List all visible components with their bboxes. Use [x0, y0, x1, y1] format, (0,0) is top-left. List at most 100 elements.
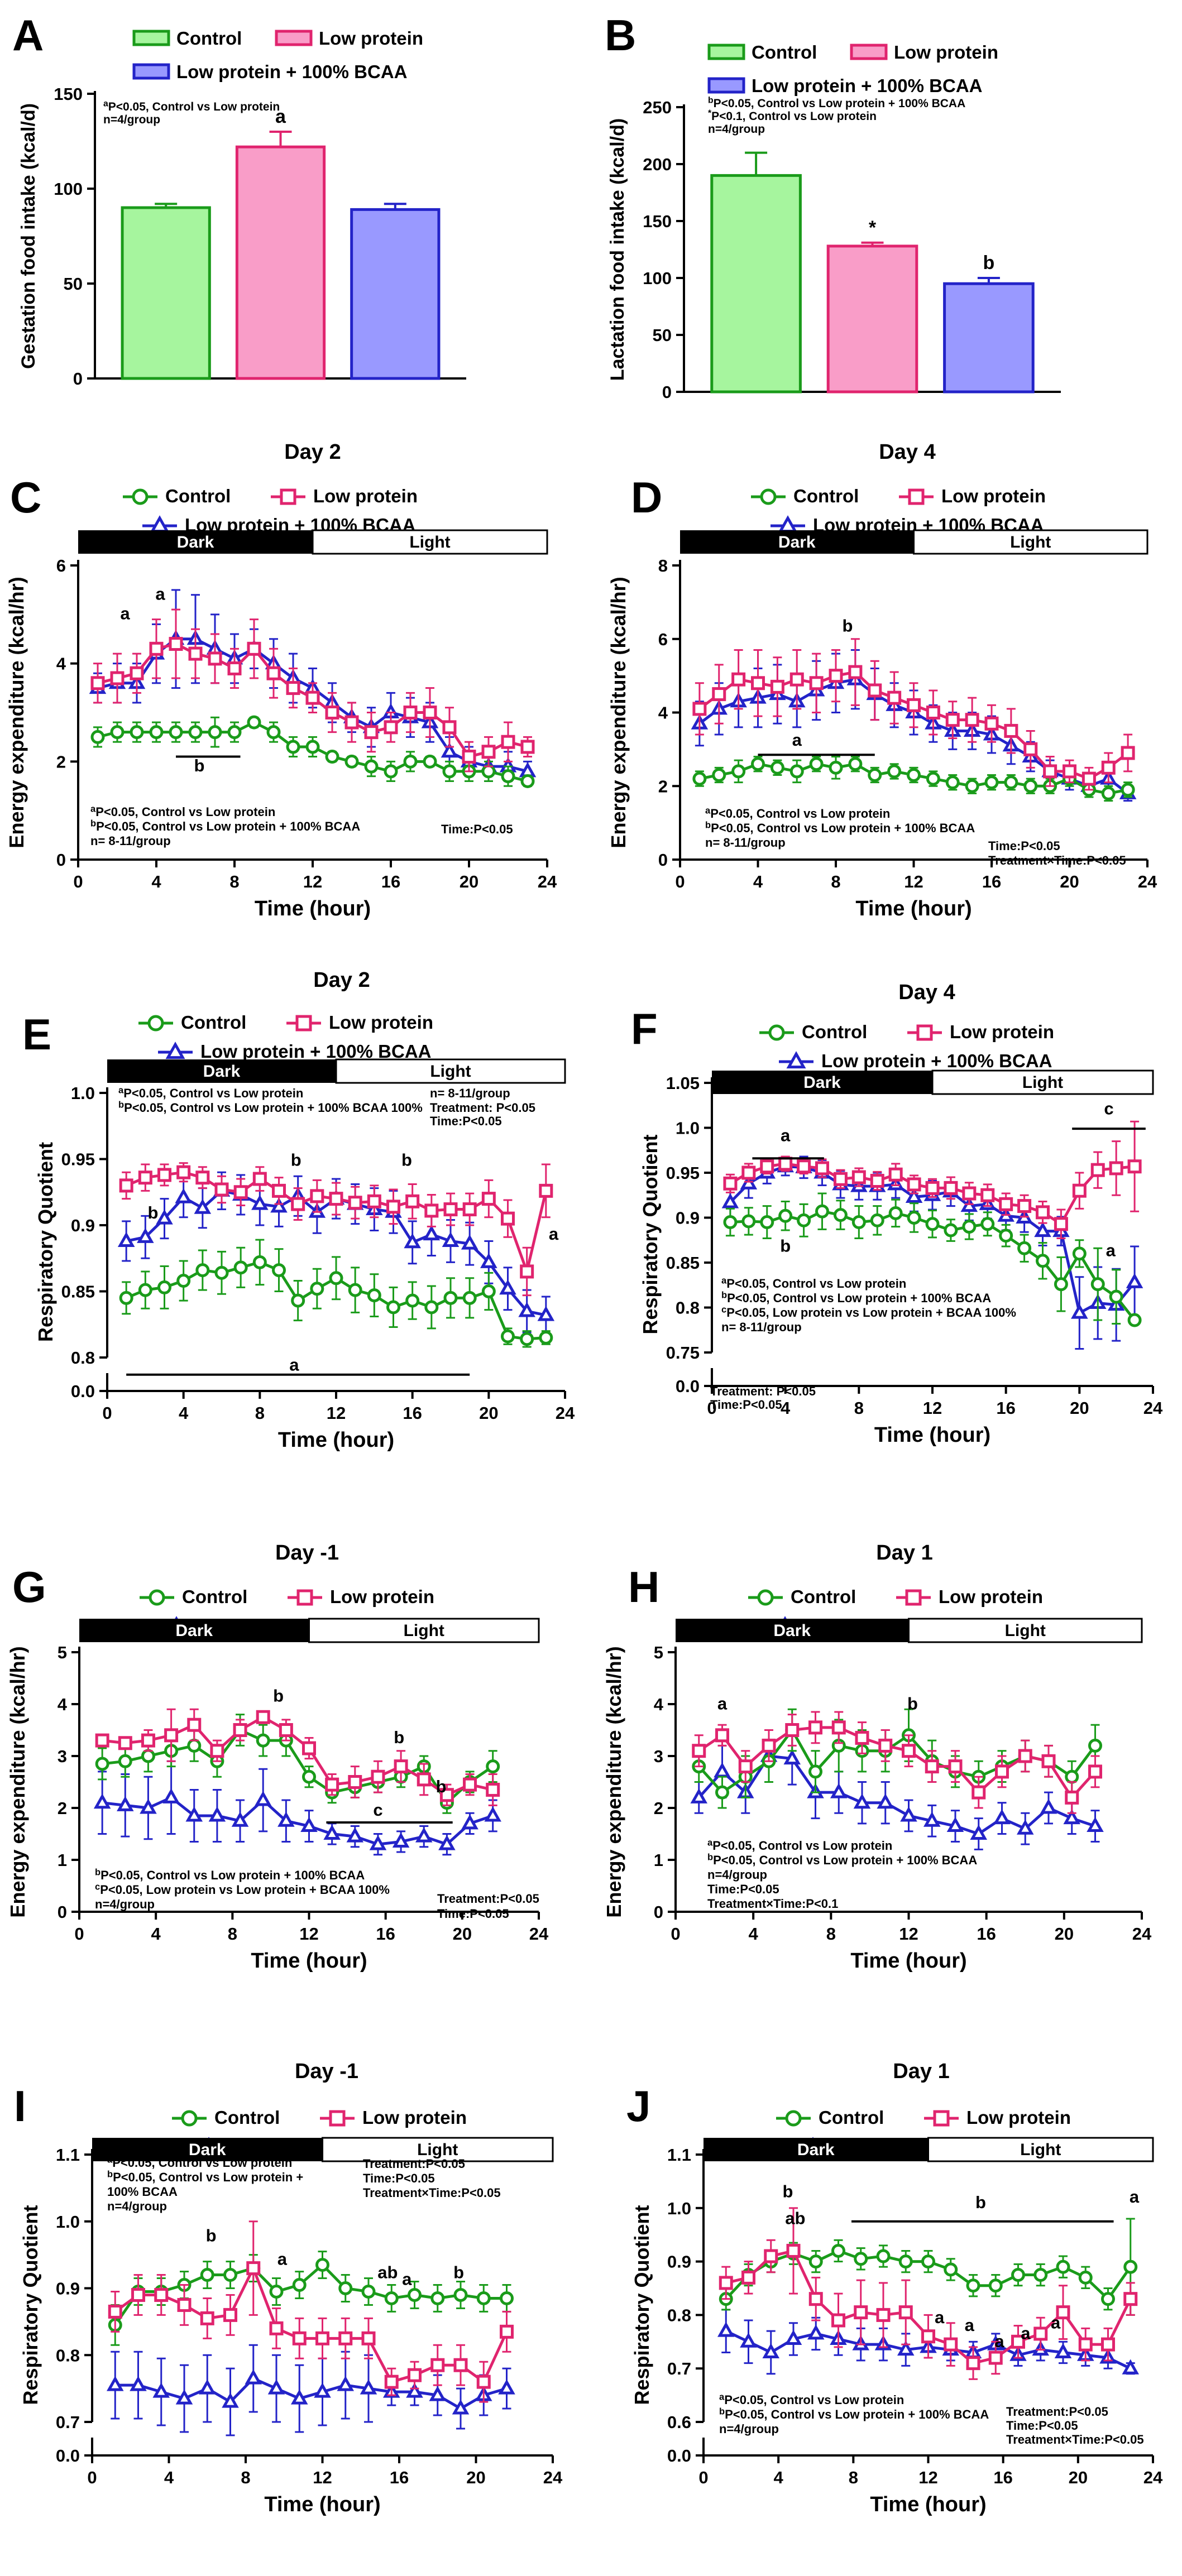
note-text: bP<0.05, Control vs Low protein + 100% B… — [95, 1867, 365, 1882]
note-superscript: a — [707, 1838, 713, 1848]
data-point-control — [907, 767, 921, 782]
data-point-bcaa — [853, 1793, 871, 1809]
significance-mark: b — [394, 1728, 404, 1747]
data-point-control — [141, 1749, 155, 1763]
x-tick-label: 4 — [753, 872, 763, 891]
data-point-control — [712, 767, 726, 782]
data-point-low_protein — [1043, 764, 1057, 779]
data-point-low_protein — [210, 1744, 224, 1758]
data-point-low_protein — [1081, 771, 1096, 786]
series-low_protein — [692, 1711, 1102, 1814]
note-body: n=4/group — [95, 1897, 155, 1911]
note-superscript: a — [705, 805, 711, 816]
note-text: Time:P<0.05 — [707, 1882, 779, 1896]
y-tick-label: 4 — [654, 1695, 664, 1714]
legend-marker-low_protein — [916, 1024, 933, 1041]
data-point-bcaa — [1071, 1303, 1088, 1319]
y-tick-label: 1 — [654, 1850, 663, 1870]
data-point-control — [430, 2291, 445, 2305]
data-point-bcaa — [784, 2329, 802, 2345]
data-point-control — [95, 1757, 109, 1771]
data-point-bcaa — [721, 1193, 739, 1208]
data-point-low_protein — [809, 676, 824, 690]
legend-label-bcaa: Low protein + 100% BCAA — [176, 61, 407, 82]
x-tick-label: 16 — [381, 872, 400, 891]
light-phase-label: Light — [417, 2141, 458, 2159]
note-body: n= 8-11/group — [90, 834, 171, 848]
light-phase-bar — [322, 2137, 554, 2162]
data-point-control — [1056, 2260, 1070, 2274]
x-tick-label: 8 — [854, 1398, 864, 1418]
data-point-control — [208, 725, 222, 740]
data-point-low_protein — [1078, 2337, 1093, 2352]
data-point-bcaa — [267, 2379, 285, 2395]
legend-label-low_protein: Low protein — [941, 486, 1046, 506]
x-axis-label: Time (hour) — [251, 1949, 367, 1973]
data-point-control — [256, 1733, 270, 1748]
y-tick-label: 0.6 — [667, 2412, 691, 2432]
panel-title: Day 4 — [898, 981, 955, 1004]
data-point-bcaa — [923, 1811, 941, 1827]
data-point-low_protein — [130, 666, 144, 680]
note-text: n=4/group — [95, 1897, 155, 1911]
y-tick-label: 5 — [58, 1643, 67, 1662]
data-point-control — [364, 759, 379, 774]
note-body: P<0.05, Control vs Low protein + 100% BC… — [727, 1291, 991, 1305]
data-point-control — [1101, 2292, 1115, 2306]
note-body: Treatment×Time:P<0.1 — [707, 1897, 838, 1911]
data-point-low_protein — [760, 1159, 774, 1174]
data-point-low_protein — [90, 676, 105, 690]
data-point-control — [833, 1208, 848, 1222]
data-point-low_protein — [384, 2374, 399, 2389]
y-tick-label: 4 — [658, 703, 668, 723]
significance-mark: c — [373, 1800, 382, 1820]
data-point-control — [408, 2287, 422, 2302]
y-tick-label: 1.1 — [56, 2145, 80, 2165]
stats-text: Treatment: P<0.05 — [710, 1384, 816, 1398]
data-point-low_protein — [1090, 1163, 1105, 1177]
data-point-control — [965, 779, 979, 793]
panel-letter: F — [631, 1004, 658, 1053]
data-point-low_protein — [424, 1203, 439, 1218]
data-point-control — [831, 2243, 845, 2258]
data-point-low_protein — [118, 1736, 132, 1750]
y-tick-label: 0.85 — [666, 1253, 700, 1273]
series-bcaa — [106, 2344, 515, 2436]
data-point-bcaa — [452, 2399, 470, 2415]
legend-label-control: Control — [802, 1021, 867, 1042]
data-point-control — [1101, 786, 1116, 800]
data-point-control — [887, 764, 902, 779]
stats-text: Time:P<0.05 — [441, 822, 513, 836]
legend-marker-control — [757, 1589, 774, 1606]
data-point-low_protein — [214, 1182, 229, 1197]
significance-mark: b — [983, 252, 995, 274]
x-tick-label: 4 — [151, 872, 161, 891]
data-point-control — [325, 750, 339, 764]
significance-mark: a — [549, 1224, 559, 1244]
y-tick-label: 0.7 — [667, 2359, 691, 2378]
note-superscript: a — [719, 2392, 725, 2402]
legend-marker-control — [785, 2110, 802, 2127]
significance-mark: b — [206, 2226, 217, 2246]
light-phase-bar — [908, 1618, 1143, 1643]
data-point-low_protein — [719, 2276, 733, 2290]
note-superscript: c — [721, 1304, 726, 1315]
y-tick-label: 0.9 — [71, 1216, 95, 1235]
data-point-low_protein — [292, 2331, 307, 2345]
data-point-bcaa — [106, 2376, 124, 2391]
data-point-control — [486, 1759, 500, 1774]
light-phase-bar — [335, 1058, 566, 1084]
legend-swatch-control — [707, 44, 745, 60]
data-point-control — [760, 1215, 774, 1230]
x-tick-label: 12 — [899, 1924, 918, 1944]
data-point-low_protein — [1056, 2305, 1070, 2320]
y-axis-label: Energy expenditure (kcal/hr) — [6, 1646, 29, 1917]
data-point-low_protein — [344, 715, 359, 730]
data-point-control — [1036, 1254, 1050, 1268]
significance-mark: b — [291, 1150, 302, 1169]
legend-marker-control — [760, 488, 777, 505]
data-point-control — [876, 2249, 891, 2263]
data-point-control — [1088, 1738, 1102, 1753]
stats-text: Time:P<0.05 — [710, 1398, 782, 1412]
